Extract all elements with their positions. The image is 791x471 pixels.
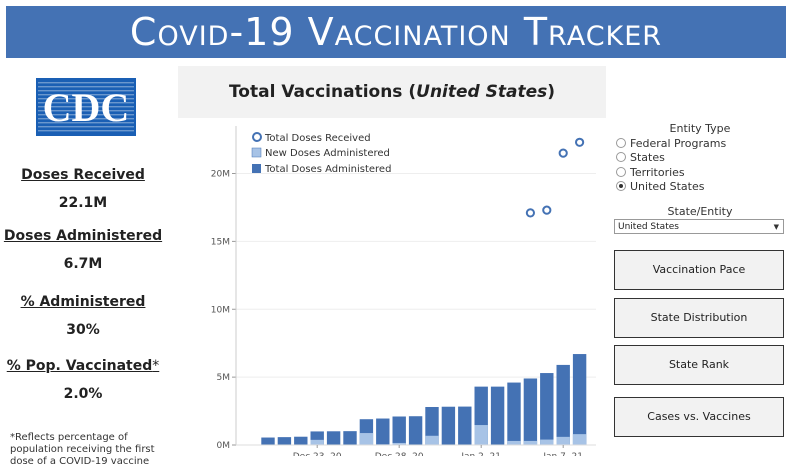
bar-total-administered bbox=[294, 436, 308, 445]
radio-dot[interactable] bbox=[616, 152, 626, 162]
y-tick-label: 15M bbox=[211, 237, 230, 247]
radio-dot[interactable] bbox=[616, 167, 626, 177]
x-tick-label: Dec 23, 20 bbox=[293, 452, 342, 456]
bar-new-administered bbox=[310, 439, 324, 445]
metric-label: % Pop. Vaccinated* bbox=[6, 358, 160, 374]
legend-new-marker bbox=[251, 147, 262, 158]
chart-legend: Total Doses Received New Doses Administe… bbox=[251, 132, 391, 175]
bar-total-administered bbox=[277, 437, 292, 445]
app-title-banner: Covid-19 Vaccination Tracker bbox=[6, 6, 786, 58]
x-tick-label: Jan 2, 21 bbox=[460, 452, 501, 456]
bar-total-administered bbox=[523, 378, 538, 445]
metric-doses-received: Doses Received 22.1M bbox=[0, 167, 166, 211]
bar-total-administered bbox=[540, 373, 554, 445]
metric-doses-administered: Doses Administered 6.7M bbox=[0, 228, 166, 272]
point-doses-received bbox=[542, 205, 552, 215]
radio-dot[interactable] bbox=[616, 138, 626, 148]
cases-vs-vaccines-button[interactable]: Cases vs. Vaccines bbox=[614, 397, 784, 437]
bar-new-administered bbox=[572, 434, 587, 445]
bar-total-administered bbox=[556, 364, 570, 445]
bar-total-administered bbox=[261, 437, 275, 445]
vaccinations-chart: 0M 5M 10M 15M 20M Dec 23, 20 Dec 28, 20 Jan 2, … bbox=[211, 126, 596, 456]
y-tick-label: 0M bbox=[217, 441, 231, 451]
app-title: Covid-19 Vaccination Tracker bbox=[129, 10, 663, 54]
point-doses-received bbox=[558, 148, 568, 158]
y-tick-label: 5M bbox=[217, 373, 231, 383]
bar-total-administered bbox=[507, 382, 521, 445]
bar-total-administered bbox=[458, 406, 472, 445]
vaccination-pace-button[interactable]: Vaccination Pace bbox=[614, 250, 784, 290]
radio-federal-programs[interactable]: Federal Programs bbox=[616, 137, 726, 151]
state-distribution-button[interactable]: State Distribution bbox=[614, 298, 784, 338]
y-tick-label: 20M bbox=[211, 170, 230, 180]
bar-total-administered bbox=[392, 416, 406, 445]
cdc-logo: CDC bbox=[36, 78, 136, 136]
bar-total-administered bbox=[425, 406, 439, 445]
legend-new-label: New Doses Administered bbox=[265, 148, 390, 159]
radio-dot-selected[interactable] bbox=[616, 181, 626, 191]
state-entity-select[interactable]: United States ▼ bbox=[614, 219, 784, 234]
legend-received-marker bbox=[252, 132, 262, 142]
bar-new-administered bbox=[556, 436, 570, 445]
metric-value: 6.7M bbox=[63, 256, 103, 272]
state-rank-button[interactable]: State Rank bbox=[614, 345, 784, 385]
legend-total-label: Total Doses Administered bbox=[264, 164, 391, 175]
bar-total-administered bbox=[441, 406, 456, 445]
chart-title-entity: United States bbox=[416, 82, 548, 102]
radio-states[interactable]: States bbox=[616, 151, 665, 165]
metric-label: % Administered bbox=[20, 294, 146, 310]
bar-total-administered bbox=[326, 431, 341, 445]
bar-new-administered bbox=[359, 433, 374, 445]
bar-new-administered bbox=[540, 439, 554, 445]
point-doses-received bbox=[525, 208, 535, 218]
legend-received-label: Total Doses Received bbox=[264, 133, 371, 144]
bar-new-administered bbox=[392, 442, 406, 445]
metric-percent-pop-vaccinated: % Pop. Vaccinated* 2.0% bbox=[0, 358, 166, 402]
y-tick-label: 10M bbox=[211, 305, 230, 315]
point-doses-received bbox=[575, 137, 585, 147]
radio-united-states[interactable]: United States bbox=[616, 180, 705, 194]
metric-label: Doses Administered bbox=[3, 228, 163, 244]
metric-value: 30% bbox=[66, 322, 100, 338]
cdc-logo-text: CDC bbox=[43, 85, 130, 130]
state-entity-value: United States bbox=[618, 222, 679, 232]
x-tick-label: Jan 7, 21 bbox=[542, 452, 583, 456]
metric-value: 2.0% bbox=[63, 386, 103, 402]
metric-value: 22.1M bbox=[58, 195, 108, 211]
chevron-down-icon[interactable]: ▼ bbox=[773, 223, 779, 231]
bar-new-administered bbox=[523, 440, 538, 445]
legend-total-marker bbox=[252, 164, 261, 173]
state-entity-label: State/Entity bbox=[667, 205, 733, 218]
metric-percent-administered: % Administered 30% bbox=[0, 294, 166, 338]
bar-total-administered bbox=[490, 386, 505, 445]
bar-total-administered bbox=[343, 431, 357, 445]
bar-new-administered bbox=[507, 440, 521, 445]
radio-territories[interactable]: Territories bbox=[616, 166, 685, 180]
chart-title: Total Vaccinations (United States) bbox=[178, 66, 606, 118]
vaccinations-chart-panel: Total Vaccinations (United States) 0M 5M 1… bbox=[178, 66, 606, 456]
footnote: *Reflects percentage of population recei… bbox=[10, 432, 155, 467]
bar-total-administered bbox=[572, 354, 587, 445]
metric-label: Doses Received bbox=[21, 167, 145, 183]
bar-total-administered bbox=[408, 416, 423, 445]
entity-type-label: Entity Type bbox=[669, 122, 731, 135]
bar-new-administered bbox=[474, 425, 488, 445]
bar-total-administered bbox=[376, 418, 390, 445]
bar-new-administered bbox=[425, 435, 439, 445]
x-tick-label: Dec 28, 20 bbox=[375, 452, 424, 456]
